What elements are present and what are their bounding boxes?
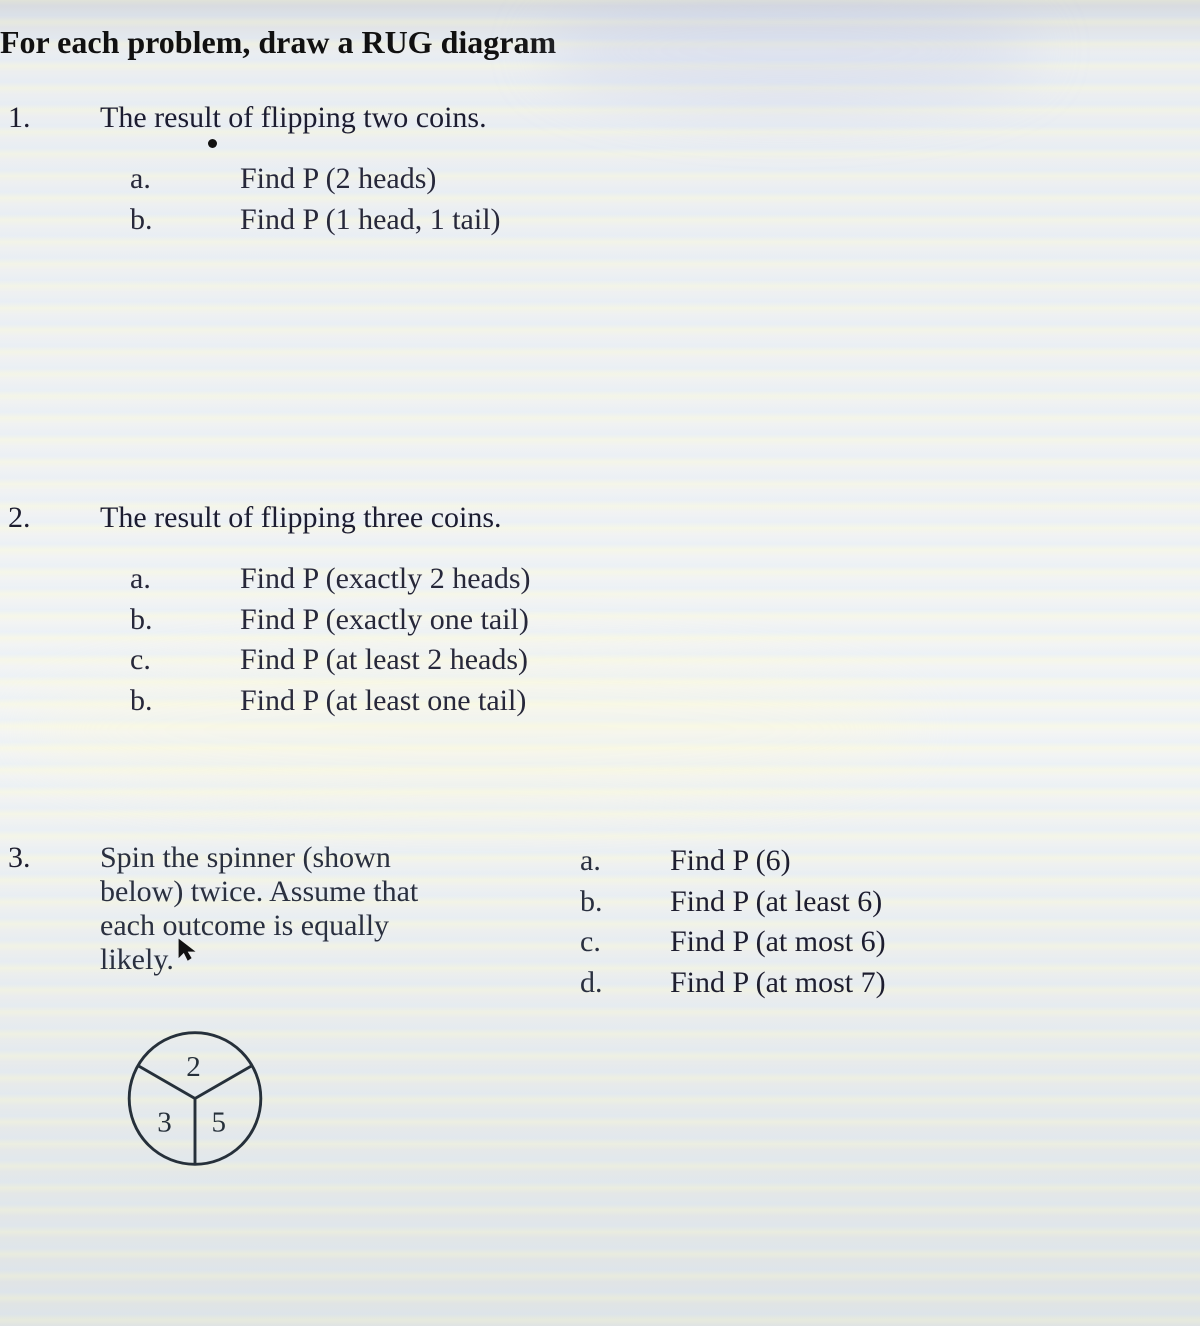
problem-3-number: 3. [8, 841, 31, 875]
sub-label: a. [130, 559, 240, 600]
list-item: a. Find P (6) [580, 841, 886, 882]
list-item: c. Find P (at most 6) [580, 922, 886, 963]
problem-3-left: Spin the spinner (shown below) twice. As… [100, 841, 460, 977]
problem-3-body: Spin the spinner (shown below) twice. As… [100, 841, 1160, 1003]
spinner-label: 3 [157, 1106, 172, 1138]
sub-text: Find P (at least 6) [670, 882, 882, 923]
sub-text: Find P (6) [670, 841, 791, 882]
sub-label: b. [130, 681, 240, 722]
ink-dot [208, 139, 217, 148]
list-item: b. Find P (exactly one tail) [130, 600, 1160, 641]
worksheet-page: For each problem, draw a RUG diagram 1. … [0, 0, 1200, 1326]
sub-label: a. [580, 841, 670, 882]
sub-text: Find P (exactly one tail) [240, 600, 529, 641]
list-item: b. Find P (at least 6) [580, 882, 886, 923]
list-item: d. Find P (at most 7) [580, 963, 886, 1004]
sub-label: b. [580, 882, 670, 923]
problem-2-number: 2. [8, 501, 31, 535]
list-item: b. Find P (at least one tail) [130, 681, 1160, 722]
spinner-label: 5 [211, 1106, 226, 1138]
sub-text: Find P (1 head, 1 tail) [240, 200, 501, 241]
sub-text: Find P (exactly 2 heads) [240, 559, 531, 600]
sub-text: Find P (at most 6) [670, 922, 886, 963]
sub-text: Find P (at most 7) [670, 963, 886, 1004]
page-title: For each problem, draw a RUG diagram [0, 24, 1160, 61]
sub-label: d. [580, 963, 670, 1004]
sub-text: Find P (2 heads) [240, 159, 436, 200]
problem-3: 3. Spin the spinner (shown below) twice.… [0, 841, 1160, 1178]
sub-label: c. [130, 640, 240, 681]
list-item: a. Find P (2 heads) [130, 159, 1160, 200]
problem-1: 1. The result of flipping two coins. a. … [0, 91, 1160, 301]
spinner-diagram: 2 3 5 [120, 1023, 1160, 1178]
spinner-svg: 2 3 5 [120, 1023, 270, 1173]
problem-2: 2. The result of flipping three coins. a… [0, 501, 1160, 721]
sub-label: a. [130, 159, 240, 200]
list-item: c. Find P (at least 2 heads) [130, 640, 1160, 681]
sub-text: Find P (at least 2 heads) [240, 640, 528, 681]
spinner-label: 2 [186, 1051, 201, 1083]
sub-label: c. [580, 922, 670, 963]
list-item: a. Find P (exactly 2 heads) [130, 559, 1160, 600]
problem-1-subs: a. Find P (2 heads) b. Find P (1 head, 1… [130, 159, 1160, 240]
problem-2-stem: The result of flipping three coins. [100, 501, 1160, 535]
problem-2-subs: a. Find P (exactly 2 heads) b. Find P (e… [130, 559, 1160, 721]
problem-1-stem: The result of flipping two coins. [100, 101, 1160, 135]
sub-label: b. [130, 600, 240, 641]
list-item: b. Find P (1 head, 1 tail) [130, 200, 1160, 241]
problem-3-right: a. Find P (6) b. Find P (at least 6) c. … [580, 841, 886, 1003]
spinner-radius [195, 1066, 252, 1099]
sub-label: b. [130, 200, 240, 241]
sub-text: Find P (at least one tail) [240, 681, 526, 722]
problem-1-number: 1. [8, 101, 31, 135]
